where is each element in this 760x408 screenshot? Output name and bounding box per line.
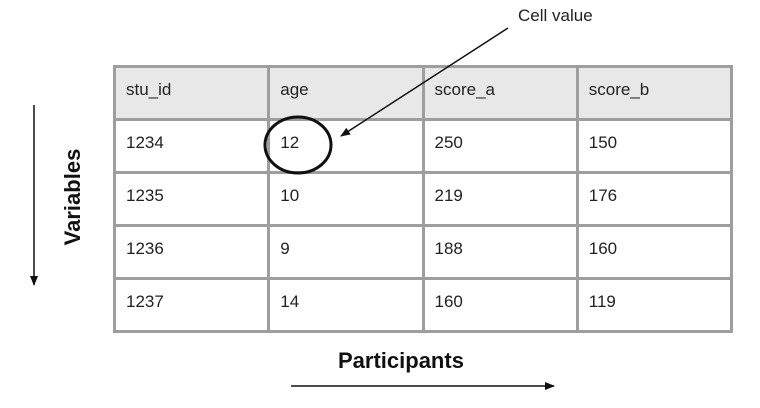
table-cell: 188: [421, 224, 579, 280]
table-row: 1235 10 219 176: [112, 171, 734, 227]
table-cell: 160: [575, 224, 734, 280]
header-cell-score-a: score_a: [421, 65, 579, 121]
table-cell: 10: [267, 171, 425, 227]
table-row: 1234 12 250 150: [112, 118, 734, 174]
table-cell: 160: [421, 277, 579, 333]
table-cell: 14: [267, 277, 425, 333]
header-row: stu_id age score_a score_b: [112, 65, 734, 121]
table-cell: 1235: [112, 171, 271, 227]
table-cell: 219: [421, 171, 579, 227]
table-row: 1237 14 160 119: [112, 277, 734, 333]
data-table: stu_id age score_a score_b 1234 12 250 1…: [112, 65, 734, 333]
header-cell-score-b: score_b: [575, 65, 734, 121]
header-cell-age: age: [267, 65, 425, 121]
table-cell: 9: [267, 224, 425, 280]
participants-label: Participants: [338, 348, 464, 373]
table-cell: 1237: [112, 277, 271, 333]
table-cell: 12: [267, 118, 425, 174]
table-row: 1236 9 188 160: [112, 224, 734, 280]
table-cell: 1236: [112, 224, 271, 280]
header-cell-stu-id: stu_id: [112, 65, 271, 121]
variables-label: Variables: [60, 148, 85, 246]
table-cell: 150: [575, 118, 734, 174]
table-cell: 1234: [112, 118, 271, 174]
callout-label: Cell value: [518, 6, 593, 25]
table-cell: 119: [575, 277, 734, 333]
table-cell: 176: [575, 171, 734, 227]
table-cell: 250: [421, 118, 579, 174]
